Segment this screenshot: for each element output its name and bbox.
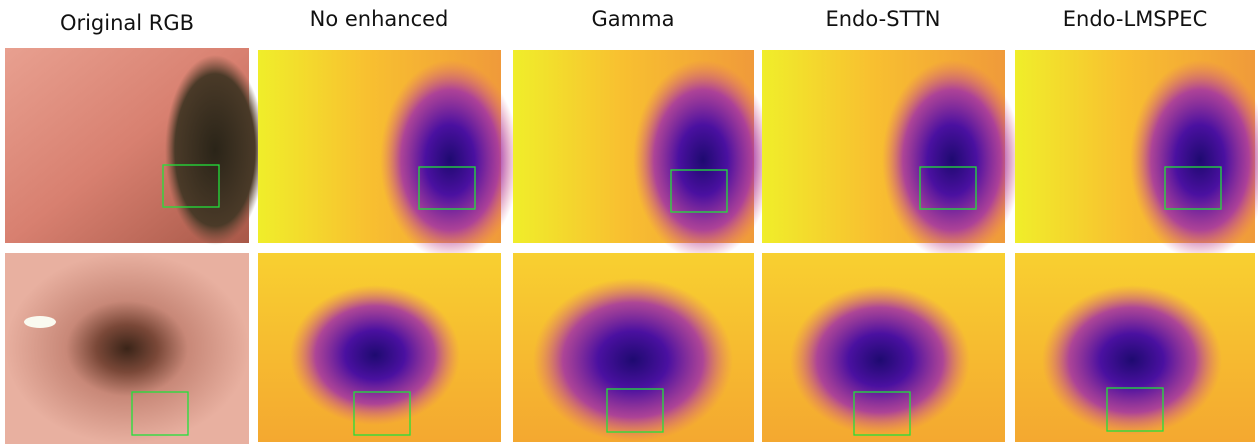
figure: Original RGB No enhanced Gamma Endo-STTN…: [0, 0, 1258, 447]
depth-map: [513, 50, 773, 260]
page: {"columns": ["Original RGB", "No enhance…: [0, 0, 1258, 447]
column-header: No enhanced: [310, 7, 449, 31]
depth-map: [1015, 50, 1258, 260]
column-header: Endo-LMSPEC: [1063, 7, 1207, 31]
rgb-image: [5, 253, 249, 444]
column-header: Original RGB: [60, 11, 194, 35]
column-header: Endo-STTN: [825, 7, 940, 31]
depth-map: [1015, 253, 1255, 442]
depth-map: [513, 253, 754, 442]
depth-map: [258, 50, 520, 260]
depth-map: [762, 253, 1005, 442]
column-header: Gamma: [592, 7, 675, 31]
depth-map: [762, 50, 1022, 260]
depth-map: [258, 253, 501, 442]
headers: Original RGB No enhanced Gamma Endo-STTN…: [60, 7, 1207, 35]
rgb-image: [5, 48, 265, 245]
